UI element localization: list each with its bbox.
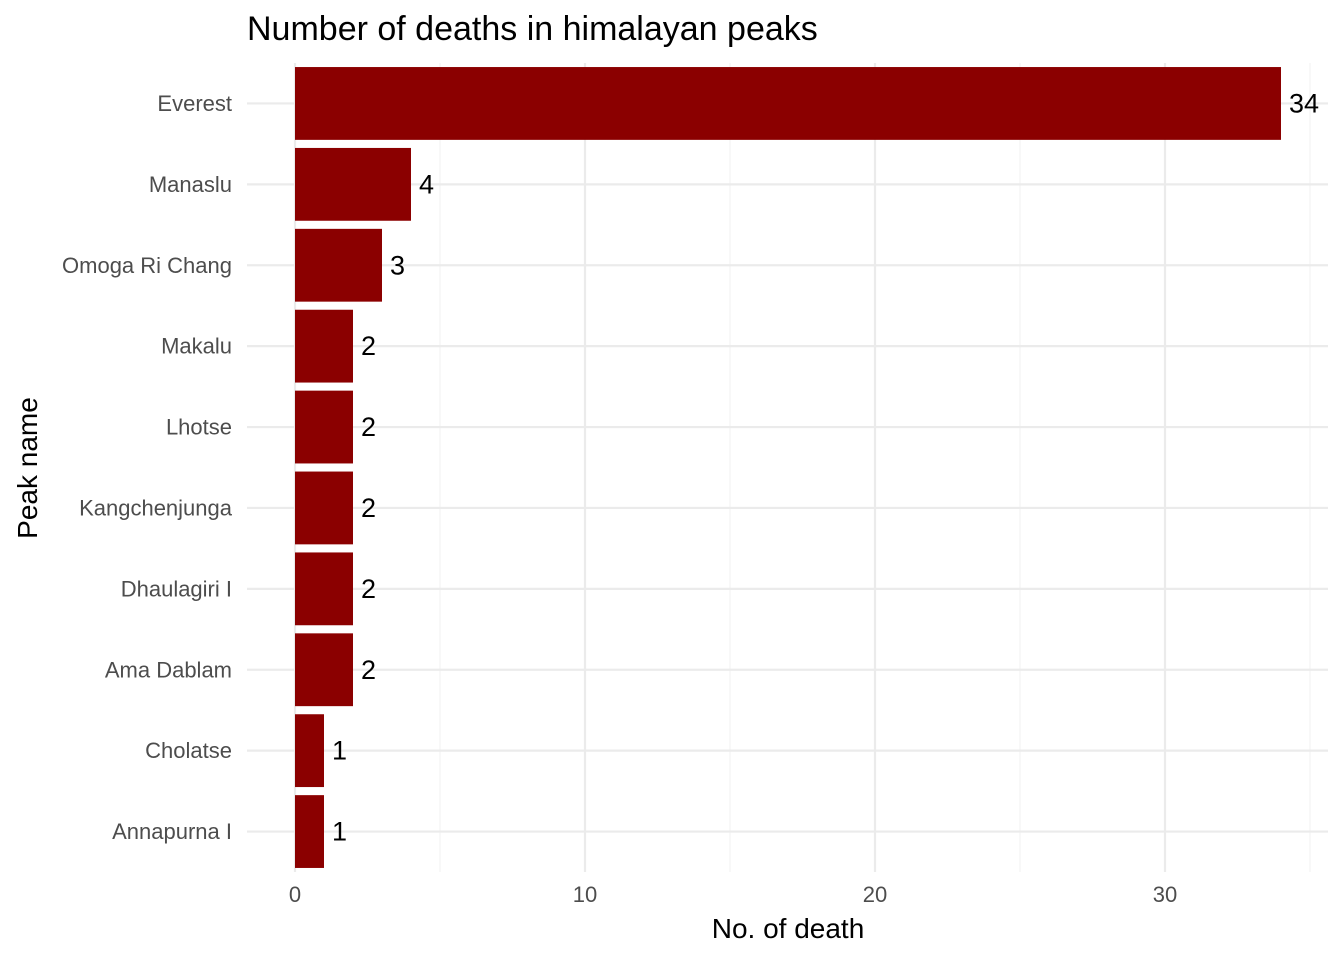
bar [295,147,411,221]
data-label: 3 [390,250,405,280]
data-label: 2 [361,655,376,685]
data-labels: 34 4 3 2 2 2 2 2 1 1 [332,88,1319,846]
y-axis-title: Peak name [12,397,43,539]
bar [295,714,324,788]
y-tick-label: Lhotse [166,415,232,440]
data-label: 1 [332,817,347,847]
y-axis-ticks: Everest Manaslu Omoga Ri Chang Makalu Lhotse… [62,91,233,844]
x-tick-label: 0 [289,882,301,907]
y-tick-label: Manaslu [149,172,232,197]
x-tick-label: 20 [863,882,887,907]
bar [295,795,324,868]
bar [295,67,1281,140]
y-tick-label: Kangchenjunga [79,495,233,520]
bar [295,390,353,464]
y-tick-label: Everest [157,91,232,116]
x-tick-label: 10 [573,882,597,907]
data-label: 2 [361,331,376,361]
bar [295,228,382,302]
y-tick-label: Ama Dablam [105,657,232,682]
x-axis-title: No. of death [712,913,865,944]
data-label: 34 [1289,88,1319,118]
data-label: 2 [361,412,376,442]
data-label: 4 [419,169,434,199]
chart-title: Number of deaths in himalayan peaks [247,10,818,48]
data-label: 2 [361,574,376,604]
y-tick-label: Omoga Ri Chang [62,253,232,278]
bar [295,552,353,626]
bar [295,633,353,707]
y-tick-label: Annapurna I [112,819,232,844]
x-tick-label: 30 [1153,882,1177,907]
grid [247,63,1328,872]
data-label: 2 [361,493,376,523]
x-axis-ticks: 0 10 20 30 [289,882,1177,907]
y-tick-label: Dhaulagiri I [121,576,232,601]
bar [295,309,353,383]
data-label: 1 [332,736,347,766]
y-tick-label: Cholatse [145,738,232,763]
bar [295,471,353,545]
y-tick-label: Makalu [161,334,232,359]
bars [295,67,1281,868]
